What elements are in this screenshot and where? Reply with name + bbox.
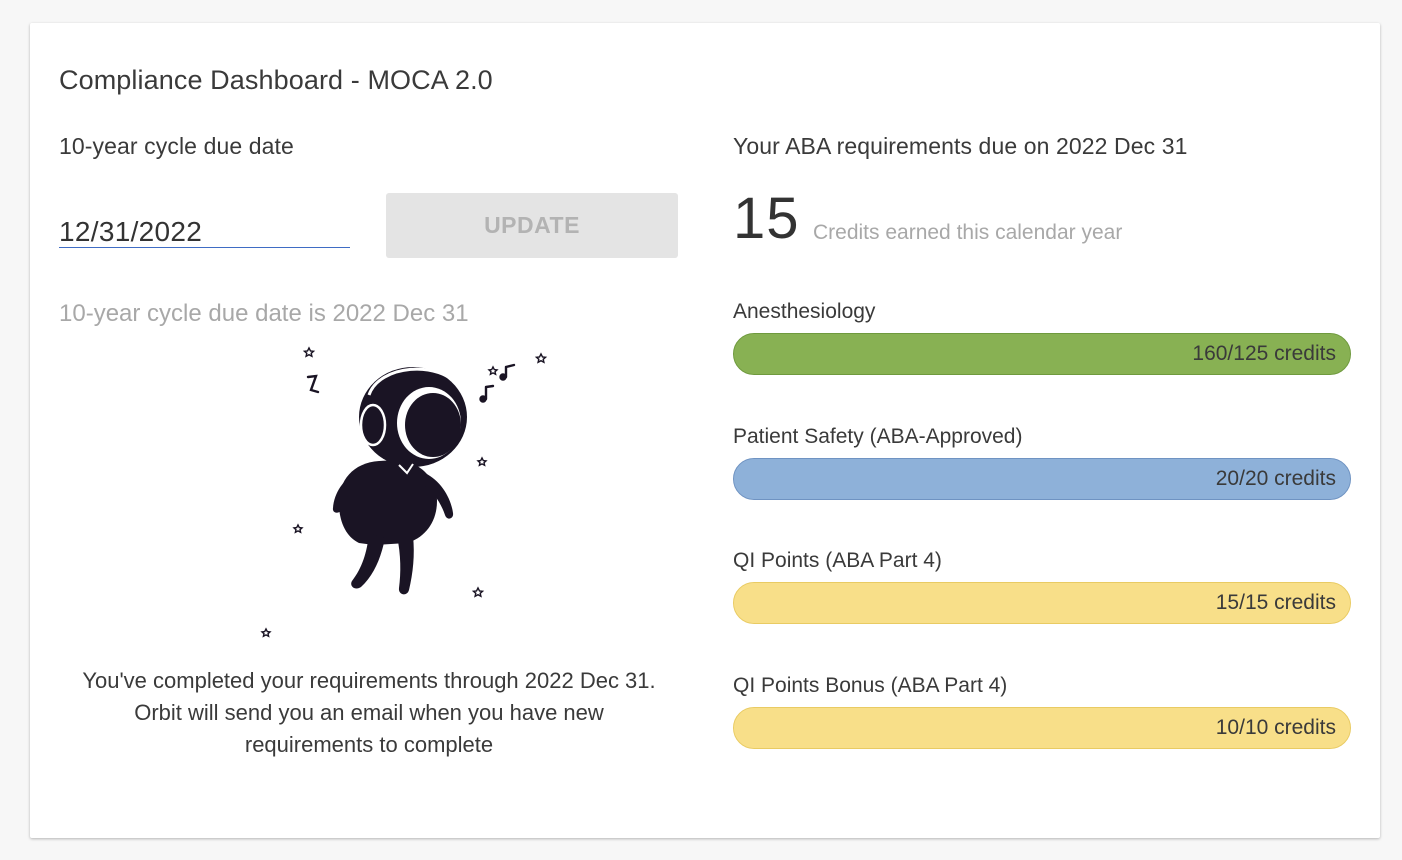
cycle-helper-text: 10-year cycle due date is 2022 Dec 31 [59, 300, 469, 327]
progress-bar-fill [734, 334, 1350, 374]
update-button[interactable]: UPDATE [386, 193, 678, 258]
completion-line-1: You've completed your requirements throu… [82, 668, 656, 693]
requirements-heading: Your ABA requirements due on 2022 Dec 31 [733, 133, 1188, 159]
progress-bar-text: 10/10 credits [1215, 716, 1336, 739]
requirement-label: Patient Safety (ABA-Approved) [733, 425, 1023, 448]
completion-message: You've completed your requirements throu… [59, 665, 679, 761]
progress-bar-fill [734, 459, 1350, 499]
requirement-label: QI Points (ABA Part 4) [733, 549, 942, 572]
astronaut-with-headphones-icon [229, 333, 549, 643]
requirement-progress-bar: 20/20 credits [733, 458, 1351, 500]
completion-line-3: requirements to complete [244, 732, 494, 757]
page-title: Compliance Dashboard - MOCA 2.0 [59, 65, 493, 95]
progress-bar-text: 160/125 credits [1192, 342, 1336, 365]
cycle-date-input[interactable] [59, 217, 350, 248]
progress-bar-fill [734, 583, 1350, 623]
compliance-dashboard-card: Compliance Dashboard - MOCA 2.0 10-year … [30, 23, 1380, 838]
requirement-label: Anesthesiology [733, 300, 876, 323]
credits-earned-count: 15 [733, 186, 800, 251]
requirement-progress-bar: 160/125 credits [733, 333, 1351, 375]
progress-bar-text: 15/15 credits [1215, 591, 1336, 614]
progress-bar-fill [734, 708, 1350, 748]
requirements-section: Your ABA requirements due on 2022 Dec 31… [733, 133, 1351, 749]
completion-line-2: Orbit will send you an email when you ha… [134, 700, 604, 725]
cycle-heading: 10-year cycle due date [59, 133, 294, 159]
requirement-label: QI Points Bonus (ABA Part 4) [733, 674, 1008, 697]
requirement-progress-bar: 15/15 credits [733, 582, 1351, 624]
requirement-progress-bar: 10/10 credits [733, 707, 1351, 749]
credits-earned-caption: Credits earned this calendar year [813, 221, 1123, 244]
progress-bar-text: 20/20 credits [1215, 467, 1336, 490]
cycle-section: 10-year cycle due date UPDATE 10-year cy… [59, 133, 679, 757]
